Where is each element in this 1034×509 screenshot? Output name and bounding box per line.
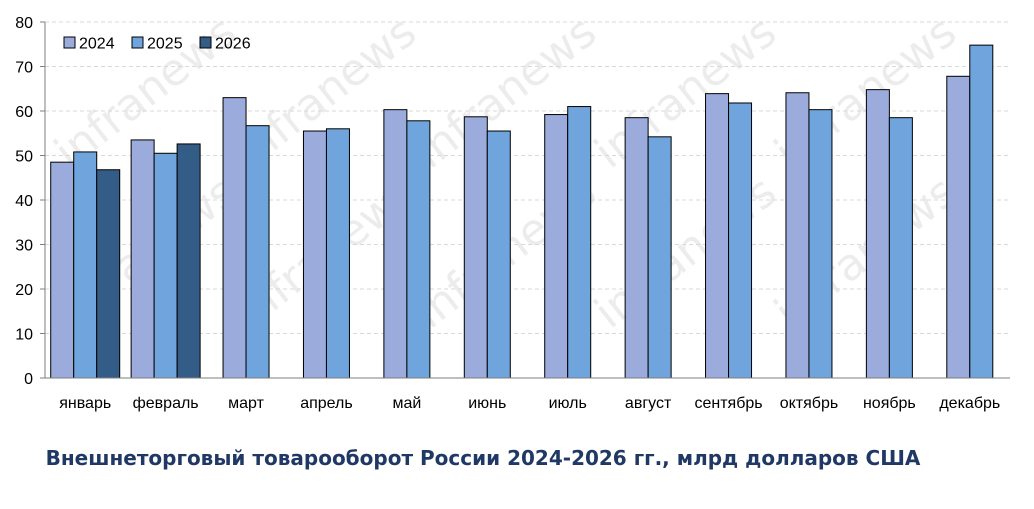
bar-2024-октябрь [785,92,810,379]
x-category-label: июль [549,395,587,412]
x-axis-categories: январь февраль март апрель май июнь июль август… [59,395,1000,412]
x-category-label: апрель [300,395,353,412]
bar-chart: infranewsinfranewsinfranewsinfranewsinfr… [15,6,1010,412]
bar-2024-март [222,97,247,379]
x-category-label: август [625,395,672,412]
bar-2025-июль [567,106,592,379]
bar-2024-декабрь [946,75,971,379]
bar-2025-июнь [486,130,511,379]
y-axis-ticks: 0 10 20 30 40 50 60 70 80 [15,15,45,388]
y-tick-label: 10 [15,327,33,344]
watermark-text: infranews [585,6,785,178]
bar-2025-октябрь [808,109,833,379]
bar-2024-январь [50,161,75,379]
y-tick-label: 60 [15,104,33,121]
x-category-label: ноябрь [863,395,916,412]
bar-2024-август [624,117,649,379]
bar-2025-август [647,136,672,379]
bar-2025-сентябрь [728,102,753,379]
x-category-label: март [228,395,264,412]
legend-swatch-2024 [63,36,76,49]
bar-2025-апрель [325,128,350,379]
x-category-label: январь [59,395,111,412]
y-tick-label: 70 [15,60,33,77]
legend: 2024 2025 2026 [63,36,251,53]
x-category-label: май [392,395,421,412]
bar-2026-январь [96,169,121,379]
bar-2024-февраль [130,139,155,379]
legend-label-2025: 2025 [147,36,183,53]
bar-2025-январь [73,151,98,379]
legend-swatch-2026 [199,36,212,49]
bar-2024-ноябрь [865,89,890,379]
bar-2026-февраль [176,143,201,379]
bar-2025-март [245,125,270,379]
bar-2024-июнь [463,116,488,379]
legend-label-2026: 2026 [215,36,251,53]
bar-2025-декабрь [969,44,994,379]
x-category-label: сентябрь [694,395,762,412]
bar-2024-сентябрь [705,93,730,379]
y-tick-label: 20 [15,282,33,299]
legend-swatch-2025 [131,36,144,49]
bar-2025-февраль [153,152,178,379]
chart-caption: Внешнеторговый товарооборот России 2024-… [45,446,921,470]
bar-2025-ноябрь [888,117,913,379]
y-tick-label: 40 [15,193,33,210]
y-tick-label: 80 [15,15,33,32]
y-tick-label: 0 [24,371,33,388]
watermark-text: infranews [585,166,785,338]
y-tick-label: 50 [15,149,33,166]
bar-2024-май [383,109,408,379]
x-category-label: октябрь [780,395,838,412]
legend-label-2024: 2024 [79,36,115,53]
bar-2025-май [406,120,431,379]
y-tick-label: 30 [15,238,33,255]
bar-2024-июль [544,114,569,379]
x-category-label: июнь [468,395,506,412]
bars [50,44,994,379]
bar-2024-апрель [302,130,327,379]
x-category-label: февраль [133,395,199,412]
x-category-label: декабрь [939,395,1000,412]
